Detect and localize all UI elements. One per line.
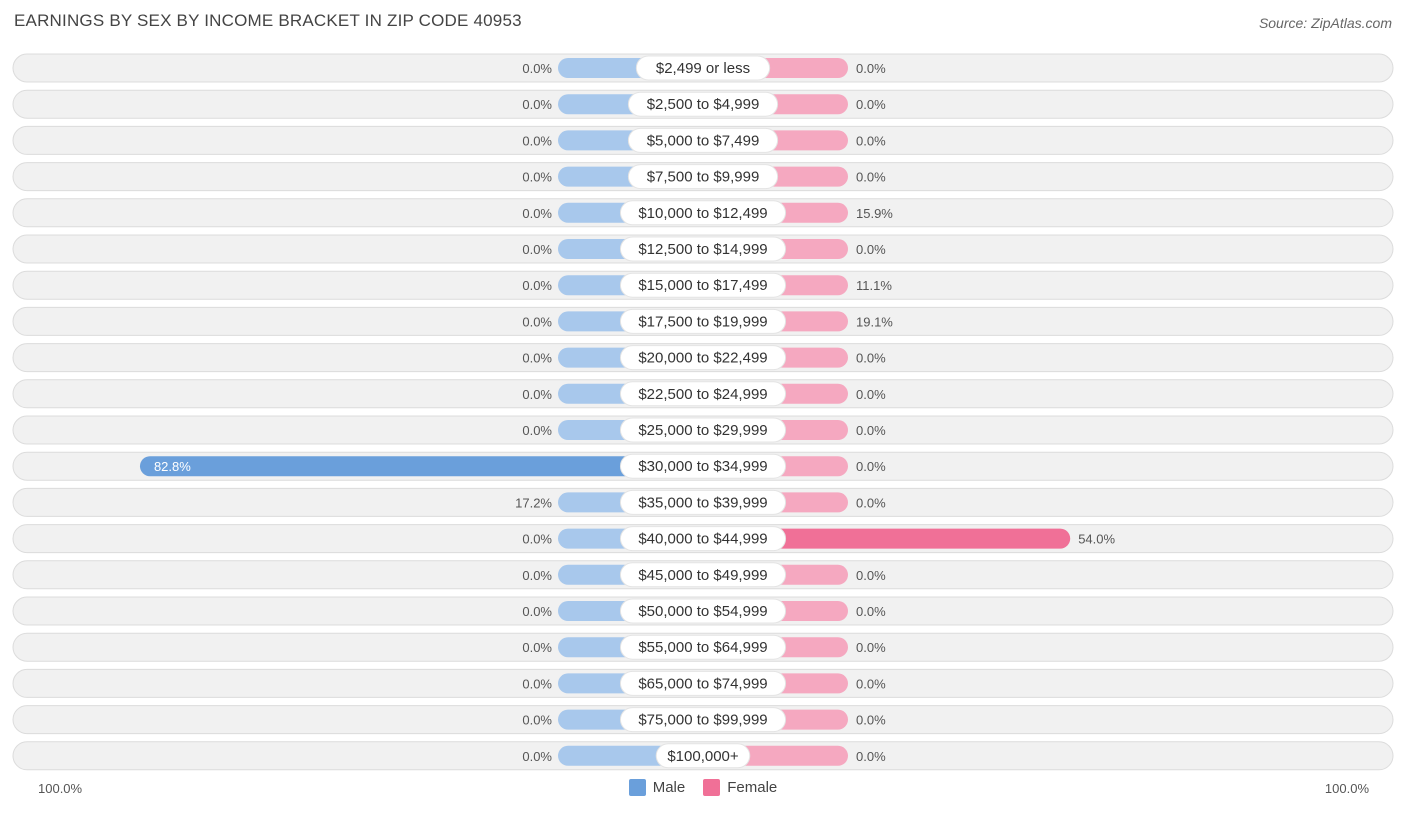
- category-label: $17,500 to $19,999: [638, 313, 767, 330]
- bar-chart: 0.0% 0.0% $2,499 or less 0.0% 0.0% $2,500 to …: [12, 53, 1394, 771]
- male-value-label: 0.0%: [522, 170, 552, 185]
- male-value-label: 0.0%: [522, 604, 552, 619]
- legend-item-male: Male: [628, 779, 686, 796]
- category-label: $65,000 to $74,999: [638, 675, 767, 692]
- category-label: $20,000 to $22,499: [638, 350, 767, 367]
- male-value-label: 0.0%: [522, 749, 552, 764]
- female-value-label: 0.0%: [856, 97, 886, 112]
- male-value-label: 0.0%: [522, 640, 552, 655]
- axis-left-label: 100.0%: [38, 781, 83, 796]
- category-pill: [655, 743, 751, 769]
- female-value-label: 54.0%: [1078, 532, 1115, 547]
- male-value-label: 0.0%: [522, 97, 552, 112]
- female-value-label: 0.0%: [856, 170, 886, 185]
- category-pill: [619, 526, 787, 552]
- category-pill: [619, 598, 787, 624]
- category-label: $10,000 to $12,499: [638, 205, 767, 222]
- female-value-label: 0.0%: [856, 387, 886, 402]
- male-value-label: 0.0%: [522, 242, 552, 257]
- category-label: $22,500 to $24,999: [638, 386, 767, 403]
- category-label: $25,000 to $29,999: [638, 422, 767, 439]
- legend: Male Female: [0, 779, 1406, 796]
- female-value-label: 0.0%: [856, 423, 886, 438]
- category-label: $45,000 to $49,999: [638, 567, 767, 584]
- female-value-label: 0.0%: [856, 133, 886, 148]
- category-pill: [635, 55, 771, 81]
- female-value-label: 0.0%: [856, 749, 886, 764]
- category-pill: [619, 308, 787, 334]
- male-value-label: 0.0%: [522, 61, 552, 76]
- category-pill: [619, 200, 787, 226]
- category-label: $5,000 to $7,499: [647, 132, 760, 149]
- female-value-label: 0.0%: [856, 713, 886, 728]
- legend-item-female: Female: [703, 779, 777, 796]
- male-value-label: 0.0%: [522, 206, 552, 221]
- category-label: $55,000 to $64,999: [638, 639, 767, 656]
- female-value-label: 15.9%: [856, 206, 893, 221]
- category-label: $50,000 to $54,999: [638, 603, 767, 620]
- category-label: $40,000 to $44,999: [638, 531, 767, 548]
- axis-right-label: 100.0%: [1324, 781, 1369, 796]
- male-value-label: 0.0%: [522, 568, 552, 583]
- legend-swatch-male: [628, 779, 646, 796]
- category-pill: [619, 453, 787, 479]
- male-value-label: 0.0%: [522, 314, 552, 329]
- female-value-label: 0.0%: [856, 640, 886, 655]
- male-value-label: 0.0%: [522, 387, 552, 402]
- male-value-label: 82.8%: [154, 459, 191, 474]
- category-pill: [619, 489, 787, 515]
- category-label: $35,000 to $39,999: [638, 494, 767, 511]
- chart-title: EARNINGS BY SEX BY INCOME BRACKET IN ZIP…: [14, 11, 522, 30]
- category-label: $2,500 to $4,999: [647, 96, 760, 113]
- male-bar: [139, 456, 703, 477]
- legend-swatch-female: [703, 779, 721, 796]
- legend-label-male: Male: [652, 779, 686, 796]
- category-label: $30,000 to $34,999: [638, 458, 767, 475]
- male-value-label: 0.0%: [522, 423, 552, 438]
- female-value-label: 0.0%: [856, 568, 886, 583]
- female-value-label: 0.0%: [856, 459, 886, 474]
- category-label: $100,000+: [667, 748, 739, 765]
- category-pill: [619, 562, 787, 588]
- male-value-label: 0.0%: [522, 133, 552, 148]
- category-pill: [627, 127, 779, 153]
- category-label: $7,500 to $9,999: [647, 169, 760, 186]
- female-bar: [703, 528, 1071, 549]
- category-pill: [619, 707, 787, 733]
- category-label: $15,000 to $17,499: [638, 277, 767, 294]
- category-pill: [619, 345, 787, 371]
- category-pill: [619, 381, 787, 407]
- female-value-label: 0.0%: [856, 61, 886, 76]
- category-pill: [619, 272, 787, 298]
- category-pill: [627, 164, 779, 190]
- male-value-label: 0.0%: [522, 676, 552, 691]
- legend-label-female: Female: [727, 779, 778, 796]
- female-value-label: 0.0%: [856, 676, 886, 691]
- male-value-label: 0.0%: [522, 532, 552, 547]
- female-value-label: 0.0%: [856, 242, 886, 257]
- source-note: Source: ZipAtlas.com: [1258, 15, 1392, 31]
- category-pill: [619, 417, 787, 443]
- category-pill: [619, 634, 787, 660]
- female-value-label: 0.0%: [856, 351, 886, 366]
- male-value-label: 0.0%: [522, 351, 552, 366]
- category-label: $12,500 to $14,999: [638, 241, 767, 258]
- male-value-label: 0.0%: [522, 713, 552, 728]
- female-value-label: 0.0%: [856, 604, 886, 619]
- female-value-label: 0.0%: [856, 495, 886, 510]
- category-pill: [627, 91, 779, 117]
- category-pill: [619, 670, 787, 696]
- female-value-label: 11.1%: [856, 278, 892, 293]
- male-value-label: 0.0%: [522, 278, 552, 293]
- category-label: $75,000 to $99,999: [638, 712, 767, 729]
- category-pill: [619, 236, 787, 262]
- category-label: $2,499 or less: [656, 60, 750, 77]
- male-value-label: 17.2%: [515, 495, 552, 510]
- female-value-label: 19.1%: [856, 314, 893, 329]
